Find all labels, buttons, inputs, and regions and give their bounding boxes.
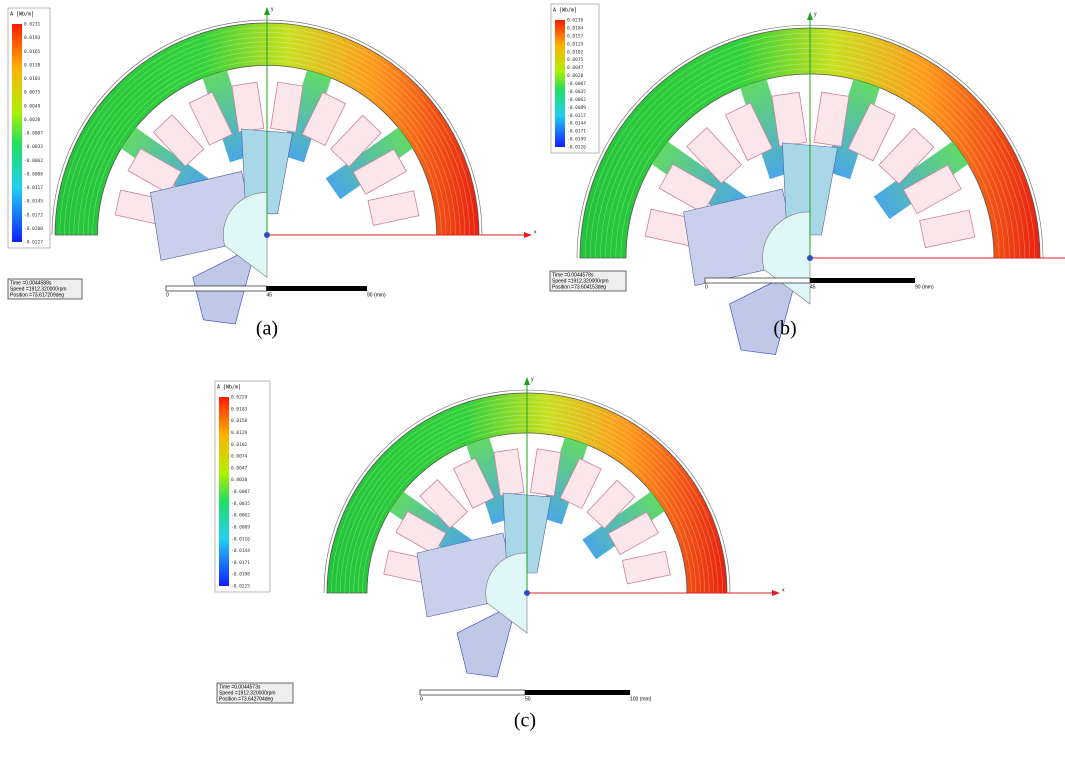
info-line: Position =73.604153deg [552, 284, 606, 290]
legend-value: 0.0157 [567, 33, 584, 39]
scale-black [525, 690, 630, 695]
legend-colorbar [219, 397, 229, 586]
x-arrow [772, 590, 780, 596]
legend-value: 0.0138 [24, 62, 41, 68]
legend-value: 0.0103 [24, 76, 41, 82]
x-axis-label: x [534, 229, 537, 235]
legend-value: 0.0129 [567, 41, 584, 47]
scale-label: 45 [810, 284, 816, 290]
origin [524, 590, 530, 596]
legend-value: 0.0075 [567, 57, 584, 63]
coil [920, 210, 975, 248]
origin [264, 232, 270, 238]
legend-title: A [Wb/m] [217, 385, 241, 391]
legend-value: -0.0062 [24, 158, 43, 164]
legend-value: 0.0020 [231, 477, 248, 483]
legend-value: 0.0048 [24, 103, 41, 109]
legend-value: -0.0171 [567, 129, 586, 135]
y-arrow [264, 7, 270, 15]
legend-value: -0.0117 [567, 113, 586, 119]
legend-value: -0.0062 [567, 97, 586, 103]
info-line: Position =73.642704deg [219, 696, 273, 702]
legend-value: -0.0225 [231, 584, 250, 590]
legend-title: A [Wb/m] [10, 12, 34, 18]
legend-value: -0.0007 [24, 131, 43, 137]
panel-label: (c) [514, 710, 536, 732]
scale-white [705, 278, 810, 283]
legend-value: -0.0062 [231, 513, 250, 519]
panel: yxA [Wb/m]0.02300.01840.01570.01290.0102… [550, 4, 1065, 355]
legend-value: 0.0129 [231, 430, 248, 436]
legend-colorbar [555, 20, 565, 147]
y-axis-label: y [531, 376, 534, 382]
y-arrow [524, 377, 530, 385]
y-arrow [807, 12, 813, 20]
legend-value: -0.0144 [567, 121, 586, 127]
legend-value: 0.0020 [567, 73, 584, 79]
legend-value: 0.0231 [24, 22, 41, 28]
scale-label: 90 (mm) [915, 284, 934, 290]
legend-value: -0.0035 [567, 89, 586, 95]
legend-value: 0.0074 [231, 454, 248, 460]
scale-label: 90 (mm) [367, 292, 386, 298]
legend-value: 0.0047 [231, 465, 248, 471]
legend-value: -0.0089 [231, 524, 250, 530]
legend-value: -0.0117 [24, 185, 43, 191]
legend-value: -0.0007 [567, 81, 586, 87]
legend-value: -0.0007 [231, 489, 250, 495]
legend-value: -0.0171 [231, 560, 250, 566]
scale-white [166, 286, 267, 291]
legend-value: -0.0116 [231, 536, 250, 542]
legend-value: -0.0089 [567, 105, 586, 111]
panel-label: (a) [256, 318, 278, 340]
scale-black [267, 286, 368, 291]
panel-label: (b) [773, 318, 796, 340]
info-line: Position =73.617209deg [10, 292, 64, 298]
legend-title: A [Wb/m] [553, 8, 577, 14]
legend-value: 0.0102 [231, 442, 248, 448]
scale-label: 50 [525, 696, 531, 702]
legend-value: 0.0047 [567, 65, 584, 71]
legend-value: 0.0193 [24, 35, 41, 41]
y-axis-label: y [814, 11, 817, 17]
legend-value: 0.0184 [567, 25, 584, 31]
legend-value: -0.0035 [231, 501, 250, 507]
x-arrow [524, 232, 532, 238]
legend-value: -0.0033 [24, 144, 43, 150]
y-axis-label: y [271, 6, 274, 12]
legend-value: 0.0075 [24, 90, 41, 96]
legend-value: -0.0199 [567, 137, 586, 143]
legend-value: 0.0183 [231, 406, 248, 412]
legend-value: -0.0144 [231, 548, 250, 554]
legend-colorbar [12, 24, 22, 242]
scale-label: 45 [267, 292, 273, 298]
scale-label: 0 [166, 292, 169, 298]
scale-black [810, 278, 915, 283]
legend-value: 0.0165 [24, 49, 41, 55]
origin [807, 255, 813, 261]
legend-value: -0.0088 [24, 171, 43, 177]
legend-value: -0.0200 [24, 226, 43, 232]
legend-value: 0.0229 [231, 395, 248, 401]
legend-value: 0.0102 [567, 49, 584, 55]
panel: y x A [Wb/m] 0.0229 0.0183 0.0158 0.0129 0.0102… [215, 376, 785, 731]
scale-label: 0 [420, 696, 423, 702]
legend-value: -0.0226 [567, 145, 586, 151]
legend-value: -0.0198 [231, 572, 250, 578]
scale-white [420, 690, 525, 695]
legend-value: 0.0230 [567, 18, 584, 24]
panel: y x A [Wb/m] 0.0231 0.0193 0.0165 0.0138 0.0103… [8, 6, 537, 339]
coil [368, 191, 419, 226]
legend-value: -0.0145 [24, 199, 43, 205]
x-axis-label: x [782, 587, 785, 593]
legend-value: 0.0020 [24, 117, 41, 123]
coil [622, 551, 670, 584]
scale-label: 100 (mm) [630, 696, 652, 702]
legend-value: 0.0158 [231, 418, 248, 424]
legend-value: -0.0172 [24, 212, 43, 218]
legend-value: -0.0227 [24, 240, 43, 246]
figure: y x A [Wb/m] 0.0231 0.0193 0.0165 0.0138 0.0103… [0, 0, 1065, 767]
scale-label: 0 [705, 284, 708, 290]
